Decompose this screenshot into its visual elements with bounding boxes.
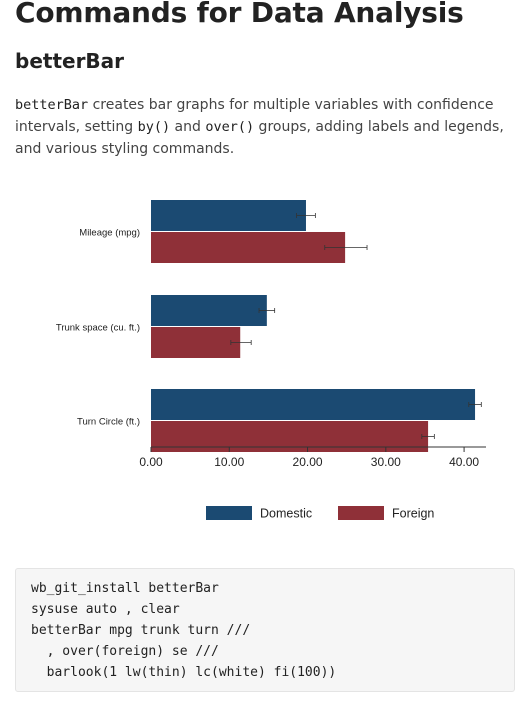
bar-domestic xyxy=(151,295,267,326)
x-tick-label: 20.00 xyxy=(293,455,323,469)
bar-foreign xyxy=(151,327,241,358)
description-text-2: and xyxy=(170,119,206,135)
x-tick-label: 10.00 xyxy=(214,455,244,469)
category-label: Turn Circle (ft.) xyxy=(77,417,140,428)
x-tick-label: 0.00 xyxy=(139,455,163,469)
description-text-1: creates bar graphs for multiple variable… xyxy=(15,97,494,135)
inline-code-command: betterBar xyxy=(15,97,89,113)
description-text-3: groups, adding labels and legends, and v… xyxy=(15,119,504,157)
code-line: wb_git_install betterBar xyxy=(31,581,219,596)
bar-chart: Mileage (mpg) Trunk space (cu. ft.) Turn C… xyxy=(56,200,486,520)
legend-label-foreign: Foreign xyxy=(392,506,434,520)
inline-code-by: by() xyxy=(137,119,171,135)
page-title: Commands for Data Analysis xyxy=(15,0,464,29)
legend-swatch-domestic xyxy=(206,506,252,520)
code-line: sysuse auto , clear xyxy=(31,602,180,617)
code-block: wb_git_install betterBar sysuse auto , c… xyxy=(15,568,515,692)
bar-domestic xyxy=(151,389,476,420)
inline-code-over: over() xyxy=(205,119,255,135)
legend-swatch-foreign xyxy=(338,506,384,520)
code-line: barlook(1 lw(thin) lc(white) fi(100)) xyxy=(31,665,337,680)
code-line: , over(foreign) se /// xyxy=(31,644,219,659)
code-line: betterBar mpg trunk turn /// xyxy=(31,623,251,638)
x-tick-label: 30.00 xyxy=(371,455,401,469)
category-label: Trunk space (cu. ft.) xyxy=(56,323,140,334)
category-label: Mileage (mpg) xyxy=(79,228,140,239)
bar-foreign xyxy=(151,232,346,263)
description: betterBar creates bar graphs for multipl… xyxy=(15,94,515,160)
section-title: betterBar xyxy=(15,49,125,73)
bar-domestic xyxy=(151,200,306,231)
x-tick-label: 40.00 xyxy=(449,455,479,469)
legend-label-domestic: Domestic xyxy=(260,506,312,520)
